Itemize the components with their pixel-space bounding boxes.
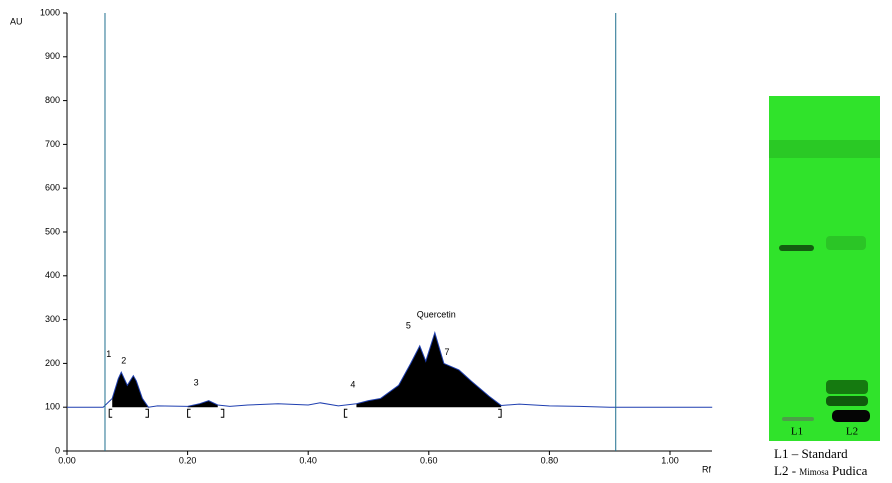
x-tick-label: 0.60 — [420, 455, 438, 465]
peak-label: 2 — [121, 356, 126, 366]
x-axis-label: Rf — [702, 464, 711, 474]
caption-part: Pudica — [829, 463, 868, 478]
chromatogram: AU Rf 0 100 200 300 400 500 600 700 800 900 1000 0.… — [10, 7, 713, 474]
y-tick-label: 0 — [55, 445, 60, 455]
y-tick-label: 700 — [45, 139, 60, 149]
band — [832, 410, 870, 422]
caption-part: Mimosa — [799, 467, 829, 477]
solvent-front — [769, 140, 880, 158]
peak-label: 1 — [106, 349, 111, 359]
lane-label: L1 — [791, 426, 803, 438]
y-tick-label: 900 — [45, 51, 60, 61]
y-axis-label: AU — [10, 16, 23, 26]
band — [826, 396, 868, 406]
peak-label: 4 — [350, 380, 355, 390]
y-tick-label: 500 — [45, 226, 60, 236]
peak-label: 3 — [194, 377, 199, 387]
x-tick-label: 0.40 — [299, 455, 317, 465]
range-bracket — [108, 408, 113, 418]
range-bracket — [187, 408, 191, 418]
peak-area — [112, 372, 149, 408]
band — [782, 417, 814, 421]
y-tick-label: 400 — [45, 270, 60, 280]
x-tick-label: 0.20 — [179, 455, 197, 465]
range-bracket — [145, 408, 149, 418]
caption: L2 - Mimosa Pudica — [774, 463, 868, 478]
x-tick-label: 1.00 — [661, 455, 679, 465]
caption-part: L2 - — [774, 463, 799, 478]
peak-area — [187, 400, 218, 408]
band — [826, 236, 866, 250]
y-tick-label: 1000 — [40, 7, 60, 17]
trace-line — [67, 331, 713, 408]
y-tick-label: 200 — [45, 358, 60, 368]
band — [779, 245, 814, 251]
band — [826, 380, 868, 394]
range-bracket — [220, 408, 225, 418]
range-bracket — [498, 408, 502, 418]
x-tick-label: 0.80 — [541, 455, 559, 465]
caption: L1 – Standard — [774, 446, 848, 461]
y-tick-label: 800 — [45, 95, 60, 105]
peak-label: 7 — [444, 347, 449, 357]
peak-label: 5 — [406, 321, 411, 331]
tlc-plate: L1 L2 L1 – Standard L2 - Mimosa Pudica — [769, 96, 880, 478]
lane-label: L2 — [846, 426, 858, 438]
x-tick-label: 0.00 — [58, 455, 76, 465]
y-tick-label: 300 — [45, 314, 60, 324]
y-tick-label: 600 — [45, 183, 60, 193]
range-bracket — [343, 408, 348, 418]
peak-area — [356, 332, 502, 408]
y-tick-label: 100 — [45, 402, 60, 412]
peak-label: Quercetin — [417, 310, 456, 320]
